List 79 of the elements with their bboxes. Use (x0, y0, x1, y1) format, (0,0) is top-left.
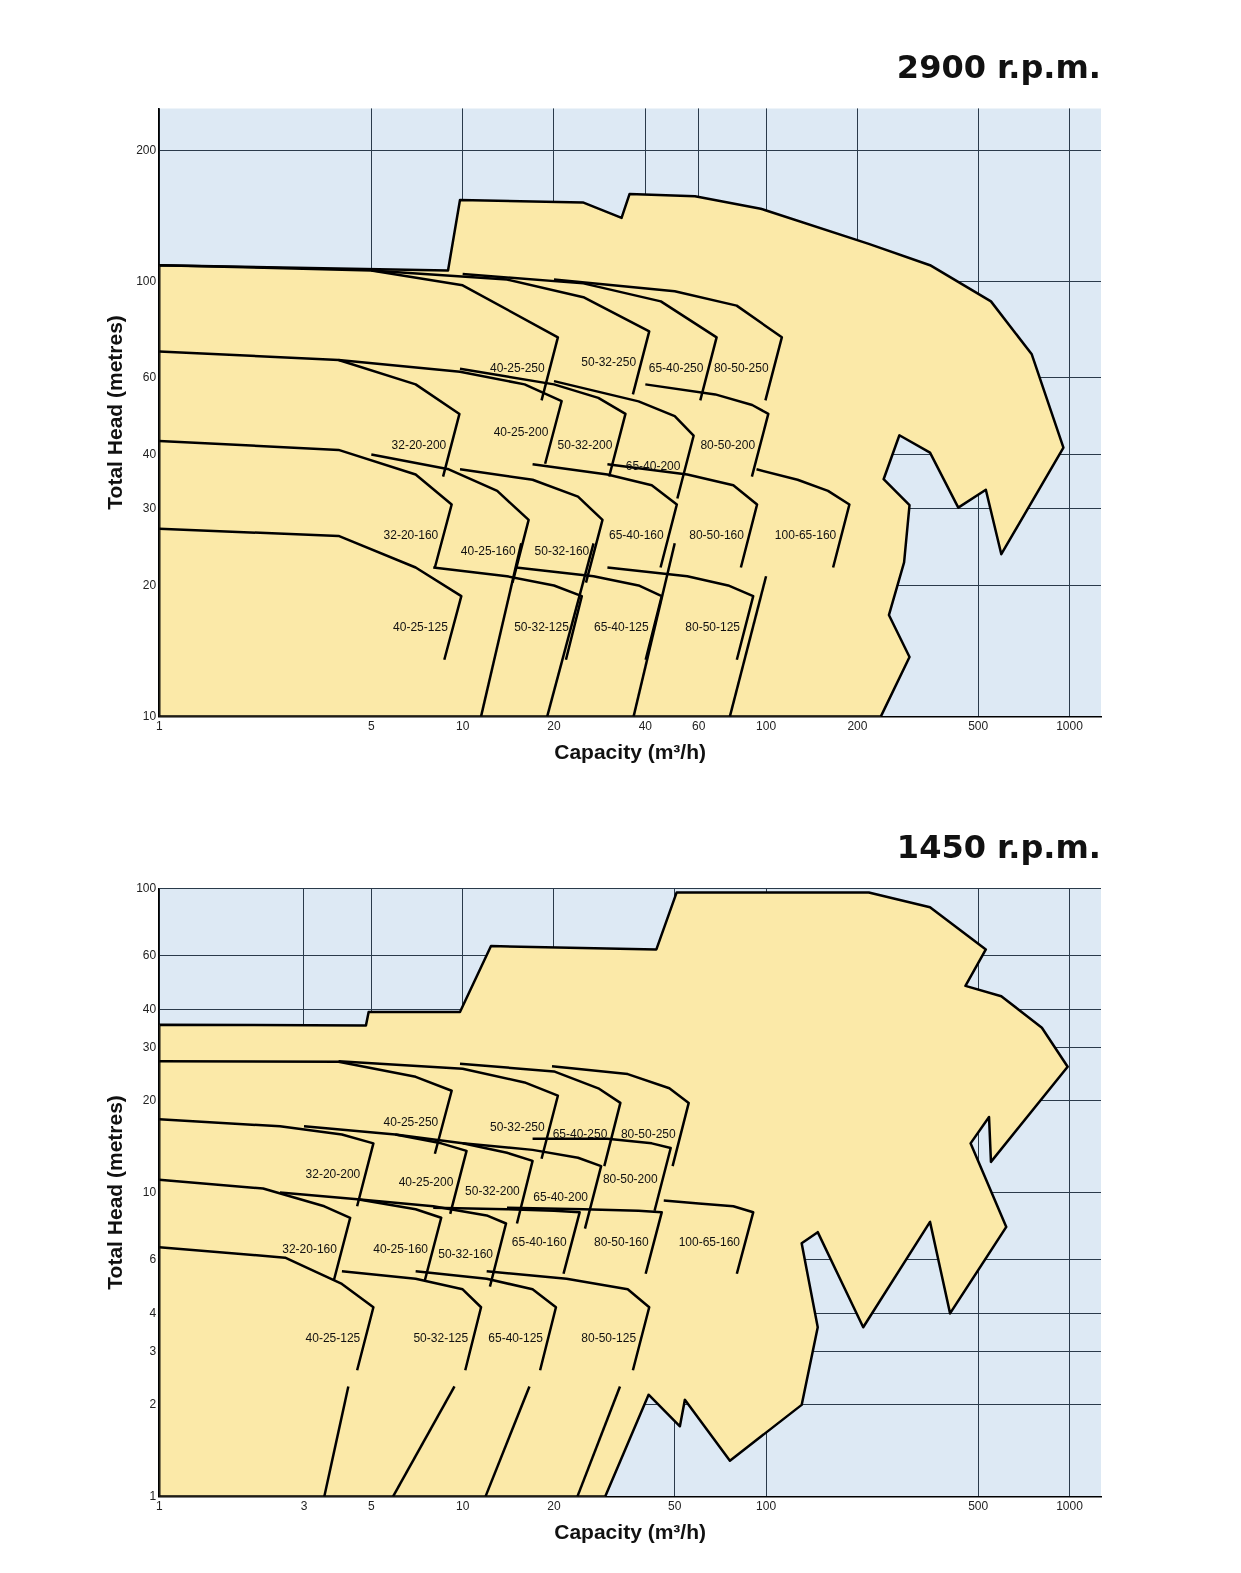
series-label: 80-50-125 (581, 1331, 637, 1346)
series-label: 80-50-250 (713, 361, 769, 376)
x-tick-label: 5 (367, 1498, 375, 1513)
y-tick-label: 20 (142, 1093, 157, 1108)
x-tick-label: 1000 (1056, 1498, 1084, 1513)
series-label: 50-32-250 (490, 1119, 546, 1134)
series-label: 40-25-160 (373, 1241, 429, 1256)
x-tick-label: 20 (547, 718, 561, 733)
x-tick-label: 500 (968, 718, 989, 733)
series-label: 50-32-200 (557, 437, 613, 452)
y-tick-label: 60 (142, 948, 157, 963)
series-label: 80-50-250 (620, 1126, 676, 1141)
y-tick-label: 30 (142, 501, 157, 516)
y-tick-label: 4 (149, 1305, 157, 1320)
series-label: 50-32-125 (514, 620, 570, 635)
y-tick-label: 3 (149, 1343, 157, 1358)
series-label: 65-40-125 (488, 1331, 544, 1346)
y-tick-label: 6 (149, 1252, 157, 1267)
x-tick-label: 20 (547, 1498, 561, 1513)
series-label: 65-40-200 (625, 459, 681, 474)
x-tick-label: 5 (367, 718, 375, 733)
x-tick-label: 40 (638, 718, 653, 733)
y-tick-label: 40 (142, 446, 157, 461)
x-tick-label: 100 (756, 1498, 777, 1513)
series-label: 65-40-160 (608, 528, 665, 543)
series-label: 100-65-160 (774, 528, 837, 543)
y-axis-title: Total Head (metres) (103, 315, 127, 510)
series-label: 65-40-125 (593, 620, 650, 635)
y-tick-label: 200 (136, 142, 157, 157)
y-tick-label: 20 (142, 577, 157, 592)
series-label: 40-25-125 (305, 1331, 361, 1346)
y-axis-title: Total Head (metres) (103, 1095, 127, 1290)
series-label: 50-32-160 (438, 1247, 494, 1262)
x-axis-title: Capacity (m³/h) (554, 740, 706, 764)
series-label: 65-40-160 (511, 1235, 567, 1250)
series-label: 65-40-250 (648, 361, 704, 376)
x-tick-label: 200 (847, 718, 868, 733)
chart-title: 2900 r.p.m. (896, 47, 1101, 86)
series-label: 65-40-250 (552, 1126, 608, 1141)
y-tick-label: 10 (142, 708, 157, 723)
series-label: 80-50-200 (700, 437, 756, 452)
y-tick-label: 10 (142, 1184, 157, 1199)
x-tick-label: 50 (668, 1498, 682, 1513)
series-label: 80-50-160 (593, 1235, 650, 1250)
y-tick-label: 40 (142, 1001, 157, 1016)
x-tick-label: 1000 (1056, 718, 1084, 733)
x-axis-title: Capacity (m³/h) (554, 1520, 706, 1544)
series-label: 40-25-160 (460, 543, 516, 558)
series-label: 50-32-125 (413, 1331, 469, 1346)
series-label: 40-25-200 (493, 424, 549, 439)
series-label: 50-32-200 (465, 1184, 521, 1199)
series-label: 32-20-200 (305, 1167, 361, 1182)
x-tick-label: 10 (455, 718, 470, 733)
series-label: 80-50-125 (685, 620, 741, 635)
series-label: 80-50-160 (689, 528, 745, 543)
series-label: 100-65-160 (678, 1235, 741, 1250)
x-tick-label: 3 (300, 1498, 308, 1513)
series-label: 40-25-200 (398, 1174, 454, 1189)
x-tick-label: 60 (692, 718, 706, 733)
y-tick-label: 1 (149, 1488, 157, 1503)
series-label: 50-32-160 (534, 543, 590, 558)
series-label: 80-50-200 (602, 1171, 658, 1186)
series-label: 32-20-160 (383, 528, 439, 543)
x-tick-label: 100 (756, 718, 777, 733)
x-tick-label: 500 (968, 1498, 989, 1513)
series-label: 32-20-160 (282, 1241, 338, 1256)
series-label: 32-20-200 (391, 437, 447, 452)
series-label: 40-25-250 (490, 361, 546, 376)
y-tick-label: 100 (136, 273, 157, 288)
series-label: 65-40-200 (533, 1189, 589, 1204)
series-label: 50-32-250 (581, 355, 637, 370)
y-tick-label: 30 (142, 1039, 157, 1054)
chart-title: 1450 r.p.m. (896, 827, 1101, 866)
series-label: 40-25-125 (393, 620, 449, 635)
y-tick-label: 2 (149, 1397, 157, 1412)
y-tick-label: 100 (136, 880, 157, 895)
x-tick-label: 10 (455, 1498, 470, 1513)
y-tick-label: 60 (142, 370, 157, 385)
series-label: 40-25-250 (383, 1114, 439, 1129)
